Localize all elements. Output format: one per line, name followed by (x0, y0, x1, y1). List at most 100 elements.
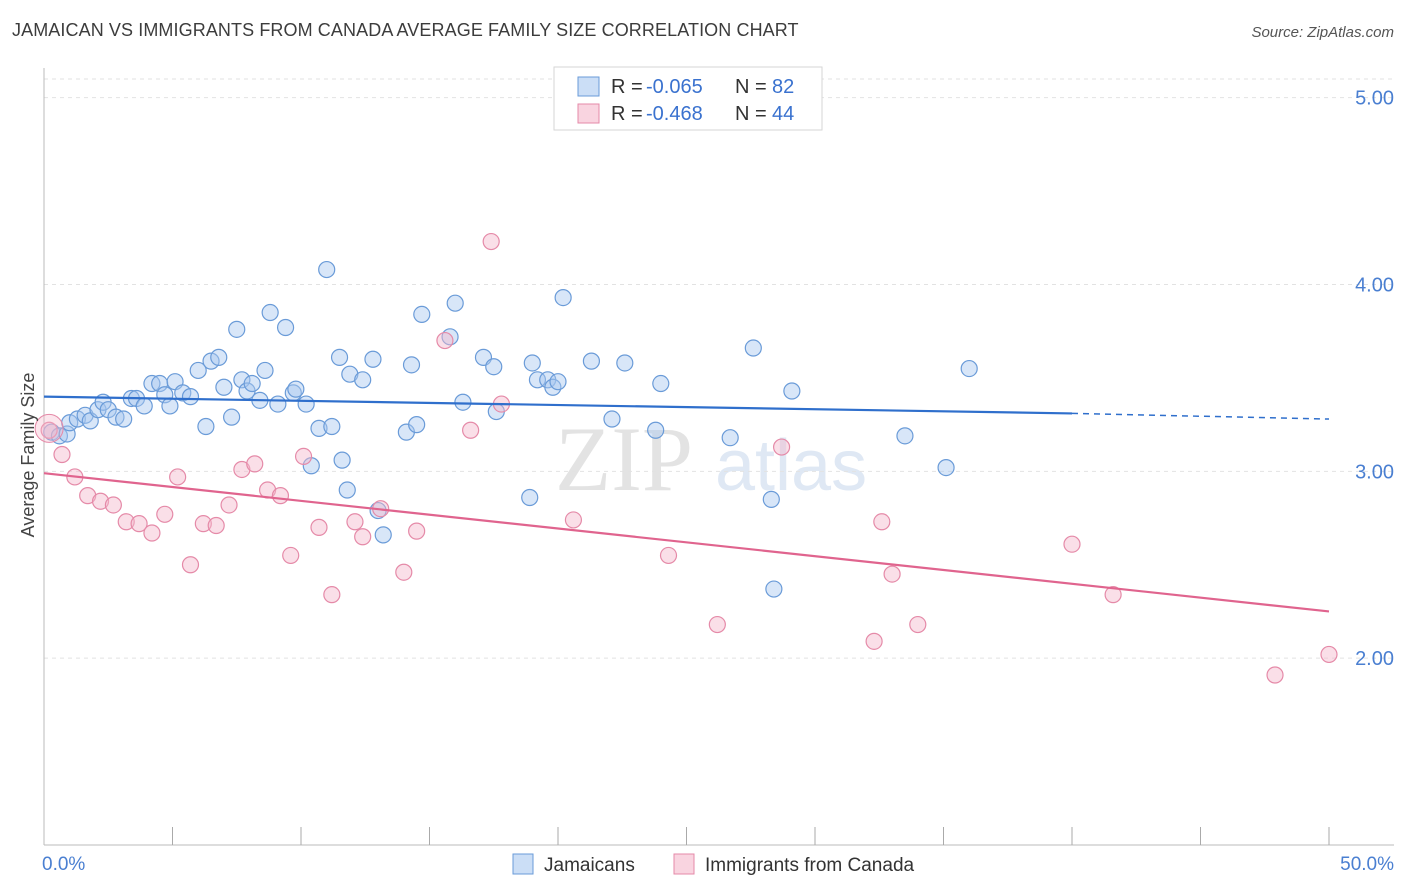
point-canada (156, 505, 174, 523)
point-canada (708, 615, 726, 634)
point-jamaicans (287, 380, 305, 398)
point-canada-large (34, 413, 64, 443)
legend-r-value-1: -0.065 (646, 76, 703, 98)
point-canada (181, 556, 200, 574)
point-jamaicans (744, 339, 762, 357)
point-canada (873, 513, 891, 531)
bottom-legend-jamaicans: Jamaicans (544, 855, 635, 876)
bottom-legend-swatch-canada (673, 853, 695, 875)
trend-lines (43, 395, 1330, 613)
trend-jamaicans-extension (1071, 412, 1330, 420)
point-canada (659, 546, 678, 565)
trend-canada (43, 472, 1330, 613)
point-jamaicans (549, 373, 567, 391)
point-canada (323, 586, 341, 604)
point-jamaicans (652, 374, 670, 393)
point-canada (909, 615, 927, 634)
point-canada (865, 632, 883, 650)
point-jamaicans (554, 288, 572, 307)
point-jamaicans (762, 490, 780, 508)
point-jamaicans (310, 419, 328, 437)
point-canada (482, 232, 500, 251)
legend-swatch-jamaicans (577, 76, 600, 97)
legend-r-label-2: R = (611, 103, 643, 125)
point-jamaicans (647, 421, 665, 439)
point-jamaicans (338, 481, 356, 499)
legend-swatch-canada (577, 103, 600, 124)
point-jamaicans (603, 410, 621, 428)
point-canada (408, 522, 426, 540)
point-jamaicans (197, 417, 215, 436)
legend-n-value-1: 82 (772, 76, 794, 98)
point-canada (53, 445, 71, 464)
point-jamaicans (582, 352, 601, 370)
point-jamaicans (256, 361, 274, 380)
point-jamaicans (189, 361, 207, 380)
y-tick-label: 2.00 (1355, 648, 1394, 670)
point-canada (346, 513, 364, 531)
point-jamaicans (210, 348, 228, 366)
point-canada (1320, 645, 1338, 664)
point-jamaicans (330, 348, 349, 366)
point-canada (282, 546, 300, 565)
x-tick-label-end: 50.0% (1340, 854, 1394, 875)
point-jamaicans (115, 410, 133, 428)
point-jamaicans (521, 488, 539, 507)
point-jamaicans (323, 417, 341, 436)
point-jamaicans (161, 397, 179, 415)
point-canada (117, 513, 135, 531)
axes (43, 68, 1394, 846)
point-jamaicans (269, 395, 287, 413)
point-jamaicans (765, 580, 783, 598)
point-jamaicans (523, 354, 541, 372)
point-jamaicans (354, 371, 372, 389)
point-jamaicans (181, 388, 200, 406)
point-jamaicans (228, 320, 246, 338)
point-jamaicans (243, 374, 261, 393)
y-axis-label: Average Family Size (18, 373, 38, 538)
watermark-zip: ZIP (555, 408, 693, 510)
point-canada (1104, 586, 1122, 604)
point-canada (207, 516, 225, 535)
point-canada (462, 421, 480, 439)
point-jamaicans (223, 408, 241, 426)
point-jamaicans (215, 378, 233, 396)
point-canada (104, 496, 122, 514)
point-canada (143, 524, 161, 542)
point-canada (91, 492, 110, 510)
point-jamaicans (937, 459, 955, 477)
y-tick-label: 5.00 (1355, 88, 1394, 110)
point-jamaicans (485, 358, 503, 376)
point-jamaicans (333, 451, 351, 469)
point-canada (194, 515, 212, 533)
point-canada (40, 421, 58, 439)
point-canada (564, 511, 583, 529)
tick-labels: 2.00 3.00 4.00 5.00 0.0% 50.0% (42, 88, 1394, 875)
chart-title: JAMAICAN VS IMMIGRANTS FROM CANADA AVERA… (12, 20, 799, 40)
point-canada (220, 496, 238, 514)
legend-box: R = -0.065 N = 82 R = -0.468 N = 44 (553, 66, 823, 131)
point-jamaicans (721, 429, 739, 447)
point-canada (310, 518, 328, 536)
x-tick-label-start: 0.0% (42, 854, 85, 875)
point-canada (130, 515, 148, 533)
point-canada (395, 563, 413, 581)
trend-jamaicans (43, 395, 1073, 415)
point-canada (436, 331, 454, 350)
y-tick-label: 4.00 (1355, 275, 1394, 297)
point-jamaicans (896, 427, 914, 445)
point-jamaicans (616, 354, 634, 372)
bottom-legend-swatch-jamaicans (512, 853, 534, 875)
bottom-legend-canada: Immigrants from Canada (705, 855, 915, 876)
point-canada (772, 438, 791, 456)
chart-source: Source: ZipAtlas.com (1251, 24, 1394, 41)
legend-n-label-2: N = (735, 103, 767, 125)
legend-r-label-1: R = (611, 76, 643, 98)
point-canada (294, 447, 313, 465)
legend-r-value-2: -0.468 (646, 103, 703, 125)
point-jamaicans (446, 294, 464, 312)
point-jamaicans (402, 356, 421, 374)
point-jamaicans (454, 393, 472, 411)
point-jamaicans (364, 350, 382, 368)
